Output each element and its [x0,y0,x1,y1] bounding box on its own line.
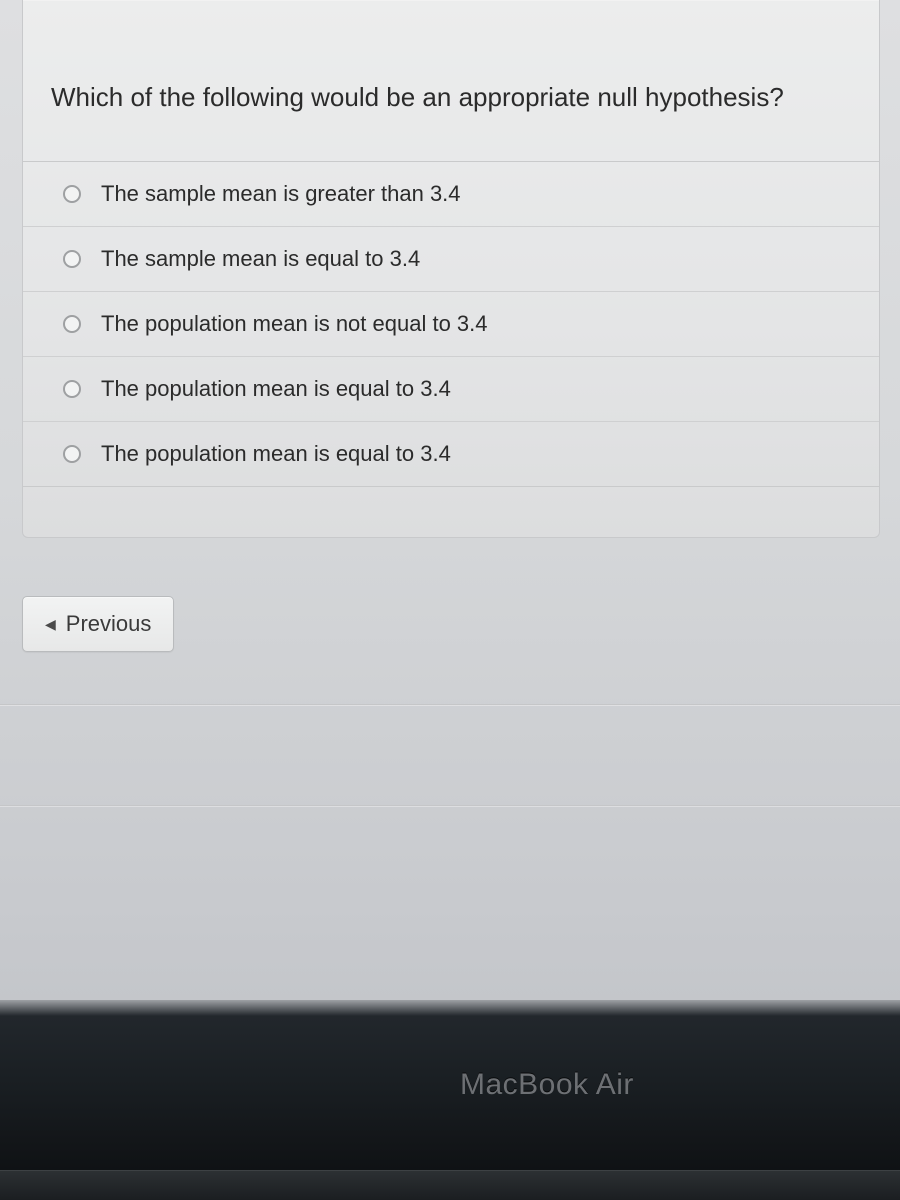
option-row[interactable]: The sample mean is equal to 3.4 [23,227,879,292]
option-label: The population mean is equal to 3.4 [101,441,451,467]
radio-icon[interactable] [63,380,81,398]
radio-icon[interactable] [63,315,81,333]
radio-icon[interactable] [63,250,81,268]
nav-row: ◀ Previous [22,596,900,652]
laptop-keydeck [0,1170,900,1200]
previous-button[interactable]: ◀ Previous [22,596,174,652]
option-row[interactable]: The population mean is not equal to 3.4 [23,292,879,357]
radio-icon[interactable] [63,445,81,463]
chevron-left-icon: ◀ [45,616,56,633]
option-row[interactable]: The population mean is equal to 3.4 [23,357,879,422]
previous-button-label: Previous [66,611,152,637]
page-dividers [0,704,900,806]
option-row[interactable]: The population mean is equal to 3.4 [23,422,879,486]
divider-line [0,704,900,705]
option-label: The sample mean is equal to 3.4 [101,246,420,272]
option-row[interactable]: The sample mean is greater than 3.4 [23,162,879,227]
divider-line [0,805,900,806]
option-label: The sample mean is greater than 3.4 [101,181,461,207]
question-text: Which of the following would be an appro… [23,30,879,161]
laptop-bezel: MacBook Air [0,1000,900,1200]
option-label: The population mean is equal to 3.4 [101,376,451,402]
options-group: The sample mean is greater than 3.4 The … [23,161,879,487]
device-brand-label: MacBook Air [460,1068,634,1102]
question-card: Which of the following would be an appro… [22,0,880,538]
radio-icon[interactable] [63,185,81,203]
option-label: The population mean is not equal to 3.4 [101,311,488,337]
